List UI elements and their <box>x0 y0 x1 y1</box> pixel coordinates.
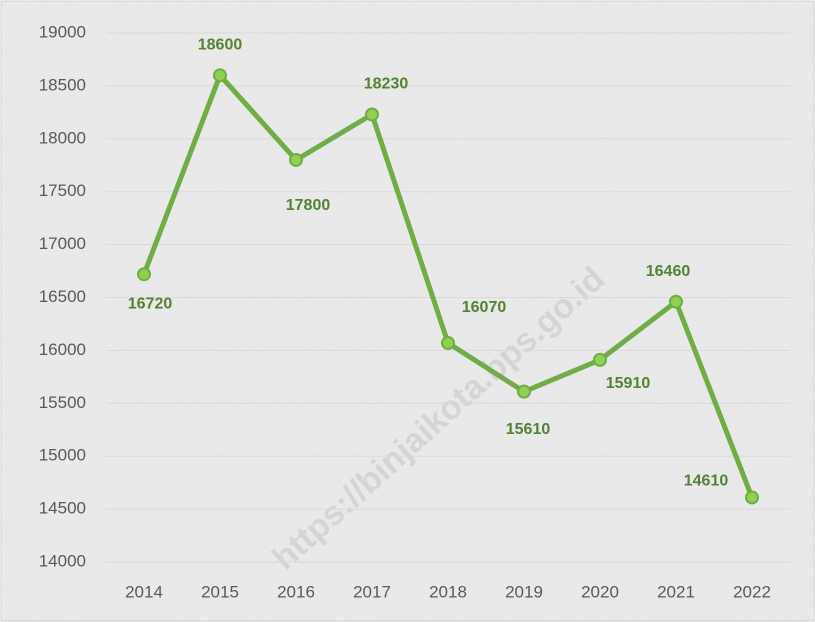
data-label: 15610 <box>506 421 551 438</box>
data-label: 16070 <box>462 299 507 316</box>
x-tick-label: 2018 <box>429 582 467 601</box>
data-label: 14610 <box>684 473 729 490</box>
data-label: 18600 <box>198 37 243 54</box>
data-label: 17800 <box>286 197 331 214</box>
data-label: 15910 <box>606 375 651 392</box>
y-tick-label: 15500 <box>39 393 86 412</box>
y-tick-label: 15000 <box>39 446 86 465</box>
x-tick-label: 2017 <box>353 582 391 601</box>
y-tick-label: 16000 <box>39 340 86 359</box>
y-tick-label: 19000 <box>39 22 86 41</box>
x-tick-label: 2020 <box>581 582 619 601</box>
y-tick-label: 14000 <box>39 551 86 570</box>
y-tick-label: 18000 <box>39 128 86 147</box>
data-point <box>213 68 227 83</box>
x-tick-label: 2022 <box>733 582 771 601</box>
data-point <box>593 352 607 367</box>
data-point <box>517 384 531 399</box>
x-tick-label: 2014 <box>125 582 163 601</box>
data-point <box>441 335 455 350</box>
data-point <box>137 267 151 282</box>
y-tick-label: 17000 <box>39 234 86 253</box>
y-tick-label: 14500 <box>39 499 86 518</box>
x-tick-label: 2019 <box>505 582 543 601</box>
data-point <box>289 152 303 167</box>
x-tick-label: 2015 <box>201 582 239 601</box>
data-point <box>365 107 379 122</box>
y-tick-label: 16500 <box>39 287 86 306</box>
data-label: 16460 <box>646 263 691 280</box>
x-tick-label: 2021 <box>657 582 695 601</box>
data-point <box>745 490 759 505</box>
data-label: 16720 <box>128 295 173 312</box>
y-tick-label: 17500 <box>39 181 86 200</box>
data-label: 18230 <box>364 76 409 93</box>
y-tick-label: 18500 <box>39 75 86 94</box>
data-point <box>669 294 683 309</box>
x-tick-label: 2016 <box>277 582 315 601</box>
